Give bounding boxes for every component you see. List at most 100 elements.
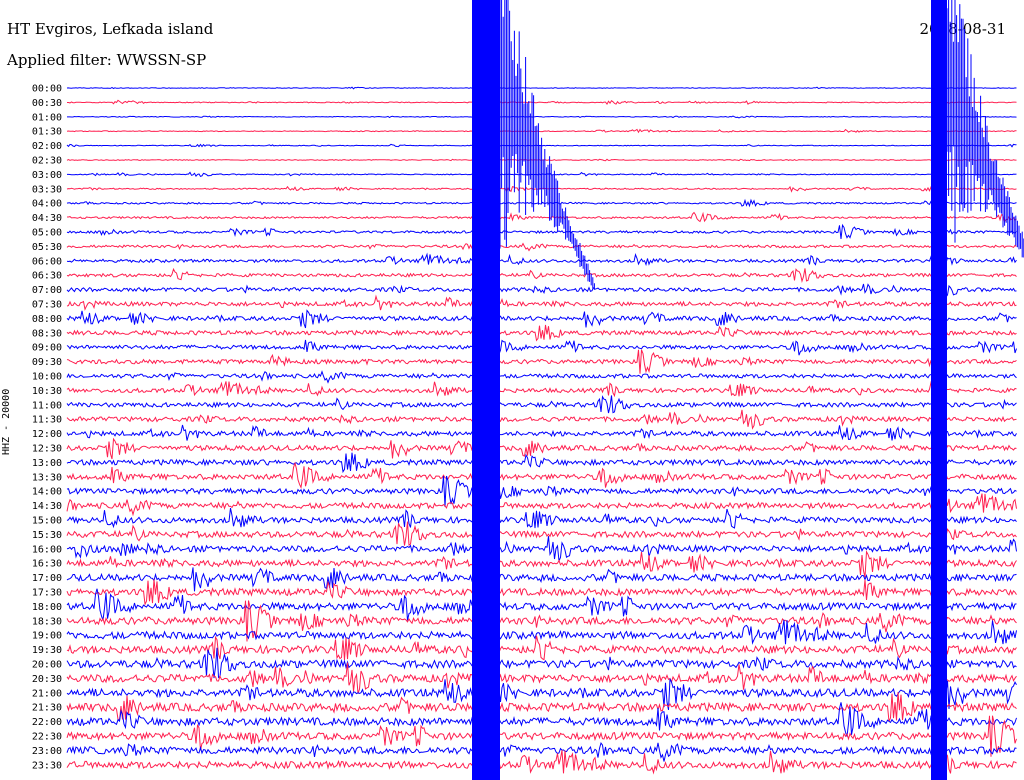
trace-line <box>66 549 1017 578</box>
row-label: 07:00 <box>32 285 62 296</box>
row-label: 17:30 <box>32 588 62 599</box>
row-label: 04:00 <box>32 199 62 210</box>
row-label: 19:00 <box>32 631 62 642</box>
row-label: 18:30 <box>32 616 62 627</box>
row-label: 03:30 <box>32 184 62 195</box>
trace-line <box>66 715 1017 757</box>
row-label: 15:30 <box>32 530 62 541</box>
row-label: 22:00 <box>32 717 62 728</box>
row-label: 04:30 <box>32 213 62 224</box>
trace-line <box>66 267 1017 284</box>
trace-line <box>66 424 1017 441</box>
event-coda <box>499 0 595 290</box>
row-label: 09:00 <box>32 343 62 354</box>
trace-line <box>66 409 1017 430</box>
trace-line <box>66 281 1017 299</box>
trace-line <box>66 395 1017 414</box>
row-label: 00:30 <box>32 98 62 109</box>
trace-line <box>66 437 1017 460</box>
row-label: 17:00 <box>32 573 62 584</box>
trace-line <box>66 380 1017 398</box>
row-label: 23:30 <box>32 760 62 771</box>
row-label: 15:00 <box>32 516 62 527</box>
trace-line <box>66 579 1017 606</box>
row-label: 20:30 <box>32 674 62 685</box>
row-label: 16:00 <box>32 544 62 555</box>
trace-line <box>66 242 1017 252</box>
event-band <box>931 0 947 780</box>
row-label: 08:30 <box>32 328 62 339</box>
trace-line <box>66 461 1017 490</box>
row-label: 12:30 <box>32 444 62 455</box>
row-label: 11:00 <box>32 400 62 411</box>
trace-line <box>66 370 1017 384</box>
row-label: 10:30 <box>32 386 62 397</box>
trace-line <box>66 252 1017 267</box>
trace-line <box>66 692 1017 722</box>
row-label: 01:30 <box>32 127 62 138</box>
row-label: 21:00 <box>32 688 62 699</box>
trace-line <box>66 324 1017 342</box>
row-label: 11:30 <box>32 415 62 426</box>
row-label: 21:30 <box>32 703 62 714</box>
row-label: 06:00 <box>32 256 62 267</box>
trace-line <box>67 211 1017 223</box>
trace-line <box>66 750 1017 775</box>
row-label: 16:30 <box>32 559 62 570</box>
row-label: 09:30 <box>32 357 62 368</box>
row-label: 13:30 <box>32 472 62 483</box>
row-label: 14:00 <box>32 487 62 498</box>
trace-line <box>66 309 1017 329</box>
row-label: 02:30 <box>32 156 62 167</box>
trace-line <box>66 619 1017 645</box>
event-coda <box>946 0 1024 258</box>
trace-line <box>66 86 1017 90</box>
row-label: 23:00 <box>32 746 62 757</box>
trace-line <box>66 662 1017 694</box>
row-label: 22:30 <box>32 732 62 743</box>
trace-line <box>66 678 1017 710</box>
trace-line <box>66 702 1017 737</box>
trace-line <box>67 115 1017 119</box>
row-label: 06:30 <box>32 271 62 282</box>
row-label: 18:00 <box>32 602 62 613</box>
trace-line <box>66 294 1017 311</box>
row-label: 13:00 <box>32 458 62 469</box>
trace-line <box>66 475 1017 507</box>
station-title: HT Evgiros, Lefkada island <box>7 20 214 38</box>
trace-line <box>66 536 1017 562</box>
trace-line <box>66 507 1017 529</box>
row-label: 05:00 <box>32 228 62 239</box>
row-label: 02:00 <box>32 141 62 152</box>
trace-line <box>66 452 1017 474</box>
row-label: 10:00 <box>32 372 62 383</box>
row-label: 05:30 <box>32 242 62 253</box>
row-label: 00:00 <box>32 84 62 95</box>
row-label: 20:00 <box>32 660 62 671</box>
row-labels: 00:00 00:30 01:00 01:30 02:00 02:30 03:00 03:30… <box>32 84 62 772</box>
event-bands <box>472 0 1024 780</box>
trace-line <box>67 99 1017 106</box>
row-label: 14:30 <box>32 501 62 512</box>
row-label: 03:00 <box>32 170 62 181</box>
filter-label: Applied filter: WWSSN-SP <box>7 51 207 69</box>
trace-line <box>66 223 1017 239</box>
trace-line <box>66 588 1017 621</box>
trace-line <box>66 647 1017 679</box>
event-band <box>472 0 500 780</box>
row-label: 01:00 <box>32 112 62 123</box>
trace-line <box>66 635 1017 661</box>
trace-line <box>66 493 1017 517</box>
trace-line <box>66 600 1017 642</box>
trace-line <box>66 741 1017 762</box>
trace-line <box>66 521 1017 546</box>
row-label: 07:30 <box>32 300 62 311</box>
row-label: 12:00 <box>32 429 62 440</box>
trace-line <box>66 567 1017 592</box>
trace-line <box>66 349 1017 374</box>
trace-line <box>66 335 1017 357</box>
row-label: 08:00 <box>32 314 62 325</box>
row-label: 19:30 <box>32 645 62 656</box>
